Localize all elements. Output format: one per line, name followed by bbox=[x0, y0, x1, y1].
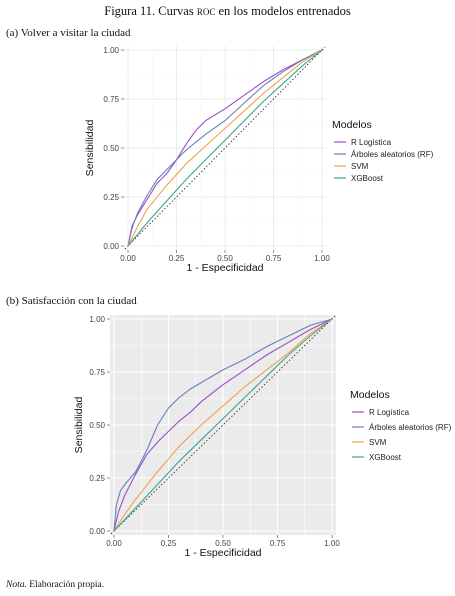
y-tick-label: 0.00 bbox=[89, 527, 105, 536]
legend-label: XGBoost bbox=[351, 174, 384, 183]
figure-title-prefix: Figura 11. Curvas bbox=[104, 4, 197, 18]
legend-label: R Logística bbox=[369, 408, 410, 417]
note-label: Nota. bbox=[6, 580, 27, 590]
x-tick-label: 0.50 bbox=[215, 539, 231, 548]
y-tick-label: 0.75 bbox=[103, 95, 119, 104]
legend-label: Árboles aleatorios (RF) bbox=[351, 150, 434, 159]
y-tick-label: 0.25 bbox=[103, 193, 119, 202]
legend-label: R Logística bbox=[351, 138, 392, 147]
note-text: Elaboración propia. bbox=[26, 580, 105, 590]
legend-label: Árboles aleatorios (RF) bbox=[369, 423, 452, 432]
series-line bbox=[127, 49, 323, 247]
y-tick-label: 0.75 bbox=[89, 368, 105, 377]
legend-label: SVM bbox=[351, 162, 369, 171]
legend-label: XGBoost bbox=[369, 453, 402, 462]
x-axis-title: 1 - Especificidad bbox=[184, 547, 261, 559]
y-tick-label: 0.50 bbox=[103, 144, 119, 153]
x-tick-label: 0.00 bbox=[120, 254, 136, 263]
x-tick-label: 0.25 bbox=[169, 254, 185, 263]
chart-panel-0: 0.00 0.25 0.50 0.75 1.00 0.00 0.25 0.50 0.75 1.00… bbox=[84, 46, 434, 274]
y-tick-label: 0.00 bbox=[103, 242, 119, 251]
series-line bbox=[113, 318, 333, 532]
x-tick-label: 0.75 bbox=[266, 254, 282, 263]
panel-a-label: (a) Volver a visitar la ciudad bbox=[6, 27, 131, 39]
x-tick-label: 0.75 bbox=[270, 539, 286, 548]
x-tick-label: 1.00 bbox=[314, 254, 330, 263]
x-tick-label: 0.50 bbox=[217, 254, 233, 263]
y-tick-label: 1.00 bbox=[103, 46, 119, 55]
series-line bbox=[127, 49, 323, 247]
figure-title-suffix: en los modelos entrenados bbox=[215, 4, 351, 18]
chart-panel-1: 0.00 0.25 0.50 0.75 1.00 0.00 0.25 0.50 0.75 1.00… bbox=[73, 315, 452, 559]
series-line bbox=[113, 318, 333, 532]
legend-title: Modelos bbox=[332, 119, 372, 131]
x-tick-label: 0.25 bbox=[161, 539, 177, 548]
figure-title: Figura 11. Curvas roc en los modelos ent… bbox=[0, 4, 455, 19]
legend-title: Modelos bbox=[350, 389, 390, 401]
y-tick-label: 0.50 bbox=[89, 421, 105, 430]
y-axis-title: Sensibilidad bbox=[73, 397, 85, 454]
x-tick-label: 0.00 bbox=[106, 539, 122, 548]
panel-b-label: (b) Satisfacción con la ciudad bbox=[6, 295, 137, 307]
reference-diagonal bbox=[110, 315, 336, 535]
figure-title-roc: roc bbox=[196, 4, 216, 18]
x-tick-label: 1.00 bbox=[324, 539, 340, 548]
x-axis-title: 1 - Especificidad bbox=[186, 262, 263, 274]
y-axis-title: Sensibilidad bbox=[84, 120, 96, 177]
series-line bbox=[127, 49, 323, 247]
series-line bbox=[113, 318, 333, 532]
figure-note: Nota. Elaboración propia. bbox=[6, 580, 104, 590]
series-line bbox=[113, 318, 333, 532]
legend: Modelos R Logística Árboles aleatorios (RF… bbox=[332, 119, 434, 183]
legend-label: SVM bbox=[369, 438, 387, 447]
y-tick-label: 0.25 bbox=[89, 474, 105, 483]
legend: Modelos R Logística Árboles aleatorios (RF… bbox=[350, 389, 452, 462]
y-tick-label: 1.00 bbox=[89, 315, 105, 324]
series-line bbox=[127, 49, 323, 247]
